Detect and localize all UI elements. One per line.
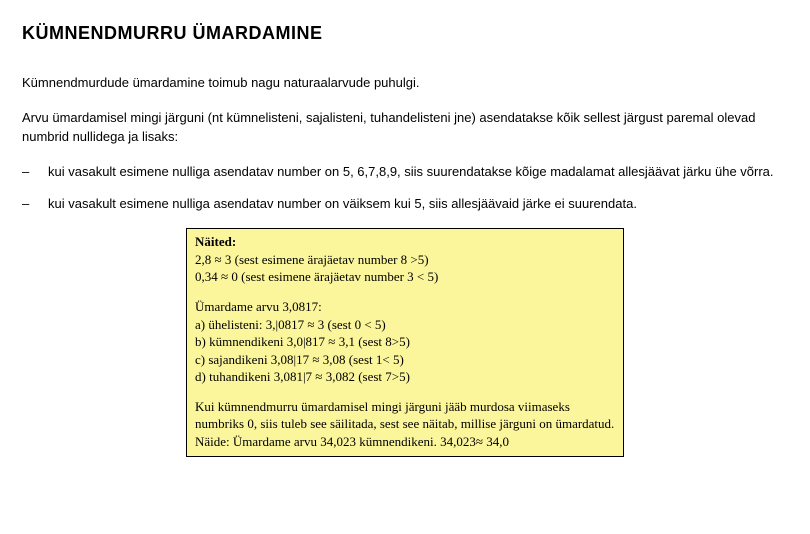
- example-line-7: d) tuhandikeni 3,081|7 ≈ 3,082 (sest 7>5…: [195, 368, 615, 386]
- page-title: KÜMNENDMURRU ÜMARDAMINE: [22, 20, 788, 46]
- dash-icon: –: [22, 163, 48, 182]
- rule-1-text: kui vasakult esimene nulliga asendatav n…: [48, 163, 788, 182]
- explanation-paragraph: Arvu ümardamisel mingi järguni (nt kümne…: [22, 109, 788, 147]
- dash-icon: –: [22, 195, 48, 214]
- example-line-2: 0,34 ≈ 0 (sest esimene ärajäetav number …: [195, 268, 615, 286]
- example-line-9: Näide: Ümardame arvu 34,023 kümnendikeni…: [195, 433, 615, 451]
- example-line-1: 2,8 ≈ 3 (sest esimene ärajäetav number 8…: [195, 251, 615, 269]
- rule-item-1: – kui vasakult esimene nulliga asendatav…: [22, 163, 788, 182]
- example-line-6: c) sajandikeni 3,08|17 ≈ 3,08 (sest 1< 5…: [195, 351, 615, 369]
- rule-item-2: – kui vasakult esimene nulliga asendatav…: [22, 195, 788, 214]
- example-line-5: b) kümnendikeni 3,0|817 ≈ 3,1 (sest 8>5): [195, 333, 615, 351]
- examples-heading: Näited:: [195, 233, 615, 251]
- examples-box: Näited: 2,8 ≈ 3 (sest esimene ärajäetav …: [186, 228, 624, 457]
- example-line-4: a) ühelisteni: 3,|0817 ≈ 3 (sest 0 < 5): [195, 316, 615, 334]
- spacer: [195, 286, 615, 298]
- examples-container: Näited: 2,8 ≈ 3 (sest esimene ärajäetav …: [22, 228, 788, 457]
- example-line-3: Ümardame arvu 3,0817:: [195, 298, 615, 316]
- spacer: [195, 386, 615, 398]
- intro-paragraph: Kümnendmurdude ümardamine toimub nagu na…: [22, 74, 788, 93]
- example-line-8: Kui kümnendmurru ümardamisel mingi järgu…: [195, 398, 615, 433]
- rule-2-text: kui vasakult esimene nulliga asendatav n…: [48, 195, 788, 214]
